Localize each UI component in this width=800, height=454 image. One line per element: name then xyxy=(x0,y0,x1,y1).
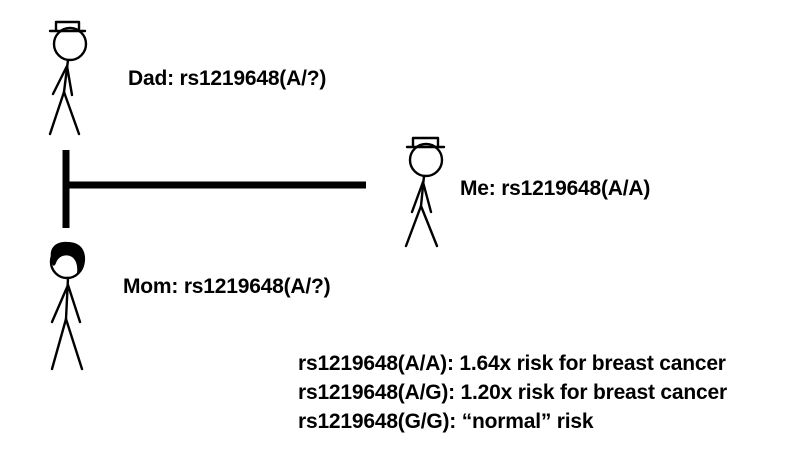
me-torso xyxy=(419,174,426,208)
dad-legs xyxy=(48,90,81,136)
mom-hair xyxy=(50,241,86,274)
me-hat xyxy=(405,136,446,149)
risk-legend-line: rs1219648(G/G): “normal” risk xyxy=(298,410,594,433)
dad-torso xyxy=(62,58,70,94)
me-figure xyxy=(404,136,446,248)
mom-genotype-label: Mom: rs1219648(A/?) xyxy=(123,275,331,298)
dad-genotype-label: Dad: rs1219648(A/?) xyxy=(128,67,327,90)
me-head xyxy=(408,142,444,178)
mom-figure xyxy=(49,241,86,371)
dad-hat xyxy=(48,20,87,33)
me-legs xyxy=(404,204,439,248)
risk-legend-line: rs1219648(A/A): 1.64x risk for breast ca… xyxy=(298,352,726,375)
me-arms xyxy=(410,180,433,214)
dad-head xyxy=(52,26,88,62)
me-genotype-label: Me: rs1219648(A/A) xyxy=(460,177,651,200)
dad-figure xyxy=(48,20,88,136)
risk-legend-line: rs1219648(A/G): 1.20x risk for breast ca… xyxy=(298,381,727,404)
dad-arms xyxy=(51,64,74,97)
mom-legs xyxy=(50,317,84,371)
mom-arms xyxy=(50,283,82,324)
